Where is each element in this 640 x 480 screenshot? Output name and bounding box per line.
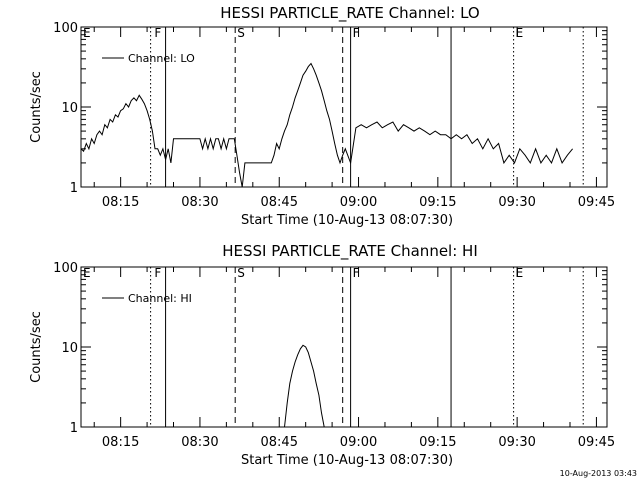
x-tick-label: 09:45 xyxy=(578,435,615,450)
vertical-markers xyxy=(150,267,584,427)
x-tick-label: 09:15 xyxy=(419,435,456,450)
flag-label: F xyxy=(154,26,161,40)
flag-label: E xyxy=(516,26,524,40)
x-tick-label: 08:30 xyxy=(181,195,218,210)
legend-label: Channel: HI xyxy=(128,292,192,305)
series-line-hi xyxy=(284,344,325,428)
footer-timestamp: 10-Aug-2013 03:43 xyxy=(560,469,637,478)
flag-labels: E F S F E xyxy=(83,26,523,40)
x-tick-label: 09:00 xyxy=(340,435,377,450)
x-tick-label: 09:00 xyxy=(340,195,377,210)
x-ticks: 08:15 08:30 08:45 09:00 09:15 09:30 09:4… xyxy=(93,27,615,210)
y-tick-label: 10 xyxy=(61,341,78,356)
flag-labels: E F S F E xyxy=(83,266,523,280)
legend: Channel: HI xyxy=(102,292,192,305)
flag-label: F xyxy=(353,266,360,280)
x-ticks: 08:15 08:30 08:45 09:00 09:15 09:30 09:4… xyxy=(93,267,615,450)
y-ticks: 1 10 100 xyxy=(53,21,607,196)
x-tick-label: 09:15 xyxy=(419,195,456,210)
x-tick-label: 08:45 xyxy=(261,435,298,450)
x-tick-label: 09:30 xyxy=(498,195,535,210)
chart-lo: HESSI PARTICLE_RATE Channel: LO Counts/s… xyxy=(29,4,615,228)
x-tick-label: 09:45 xyxy=(578,195,615,210)
x-tick-label: 08:15 xyxy=(102,435,139,450)
flag-label: S xyxy=(237,26,245,40)
flag-label: E xyxy=(83,26,91,40)
x-tick-label: 08:30 xyxy=(181,435,218,450)
y-ticks: 1 10 100 xyxy=(53,261,607,436)
y-tick-label: 1 xyxy=(70,181,78,196)
legend-label: Channel: LO xyxy=(128,52,195,65)
chart-title: HESSI PARTICLE_RATE Channel: LO xyxy=(220,4,479,23)
y-tick-label: 100 xyxy=(53,261,78,276)
legend: Channel: LO xyxy=(102,52,195,65)
y-tick-label: 10 xyxy=(61,101,78,116)
plot-frame xyxy=(80,266,608,428)
y-tick-label: 1 xyxy=(70,421,78,436)
flag-label: F xyxy=(154,266,161,280)
x-axis-label: Start Time (10-Aug-13 08:07:30) xyxy=(241,453,453,468)
x-tick-label: 08:15 xyxy=(102,195,139,210)
x-axis-label: Start Time (10-Aug-13 08:07:30) xyxy=(241,213,453,228)
flag-label: F xyxy=(353,26,360,40)
y-tick-label: 100 xyxy=(53,21,78,36)
y-axis-label: Counts/sec xyxy=(29,71,44,143)
flag-label: S xyxy=(237,266,245,280)
series-line-lo xyxy=(80,62,573,188)
plot-frame xyxy=(80,26,608,188)
flag-label: E xyxy=(83,266,91,280)
x-tick-label: 08:45 xyxy=(261,195,298,210)
flag-label: E xyxy=(516,266,524,280)
chart-hi: HESSI PARTICLE_RATE Channel: HI Counts/s… xyxy=(29,242,615,468)
y-axis-label: Counts/sec xyxy=(29,311,44,383)
x-tick-label: 09:30 xyxy=(498,435,535,450)
vertical-markers xyxy=(150,27,584,187)
chart-title: HESSI PARTICLE_RATE Channel: HI xyxy=(222,242,478,261)
